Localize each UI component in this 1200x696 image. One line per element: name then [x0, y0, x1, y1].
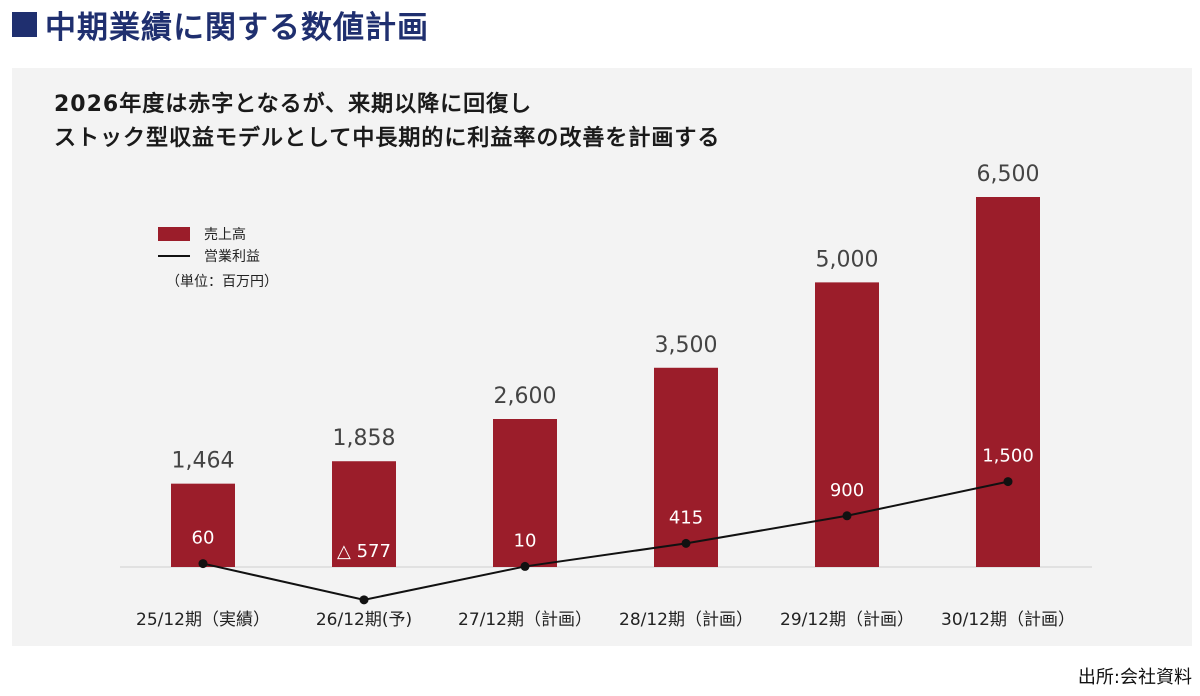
profit-point [681, 538, 691, 548]
bar-sales [976, 197, 1040, 567]
profit-point [842, 511, 852, 521]
legend-label-sales: 売上高 [204, 227, 246, 243]
chart-plot: 1,464 25/12期（実績） 1,858 26/12期(予) 2,600 27/12期… [120, 162, 1092, 630]
chart-title: 2026年度は赤字となるが、来期以降に回復し ストック型収益モデルとして中長期的… [54, 88, 720, 156]
bar-sales [654, 367, 718, 567]
bar-value-label: 1,464 [172, 449, 235, 474]
bar-sales [815, 282, 879, 567]
bar-sales [332, 461, 396, 567]
profit-value-label: 900 [830, 480, 864, 501]
unit-note: （単位：百万円） [166, 274, 278, 290]
legend-bar-swatch [158, 227, 190, 241]
chart-panel: 2026年度は赤字となるが、来期以降に回復し ストック型収益モデルとして中長期的… [12, 68, 1192, 646]
profit-line [202, 480, 1009, 601]
bar-value-label: 6,500 [977, 162, 1040, 187]
x-tick-label: 27/12期（計画） [458, 610, 592, 630]
bar-value-label: 1,858 [333, 426, 396, 451]
profit-point [1003, 477, 1013, 487]
legend-item-sales: 売上高 [158, 223, 278, 245]
profit-point [198, 559, 208, 569]
x-tick-label: 28/12期（計画） [619, 610, 753, 630]
legend-item-profit: 営業利益 [158, 245, 278, 267]
profit-value-label: △ 577 [337, 541, 391, 562]
source-note: 出所:会社資料 [1077, 667, 1192, 688]
profit-value-label: 415 [669, 507, 703, 528]
bar-sales [493, 419, 557, 567]
x-tick-label: 30/12期（計画） [941, 610, 1075, 630]
profit-point [520, 561, 530, 571]
profit-value-label: 1,500 [982, 446, 1034, 467]
x-tick-label: 25/12期（実績） [136, 610, 270, 630]
chart-title-line-2: ストック型収益モデルとして中長期的に利益率の改善を計画する [54, 126, 721, 151]
bar-value-label: 3,500 [655, 333, 718, 358]
x-tick-label: 26/12期(予) [316, 610, 412, 630]
bar-value-label: 2,600 [494, 384, 557, 409]
page-heading-text: 中期業績に関する数値計画 [45, 9, 429, 46]
profit-value-label: 10 [514, 530, 537, 551]
page-heading: 中期業績に関する数値計画 [12, 2, 429, 46]
profit-value-label: 60 [192, 528, 215, 549]
legend-line-swatch [158, 255, 190, 257]
bar-sales [171, 483, 235, 567]
x-tick-label: 29/12期（計画） [780, 610, 914, 630]
bar-value-label: 5,000 [816, 247, 879, 272]
chart-title-line-1: 2026年度は赤字となるが、来期以降に回復し [54, 92, 533, 117]
profit-point [359, 595, 369, 605]
heading-square-icon [12, 11, 37, 37]
legend-label-profit: 営業利益 [204, 249, 260, 265]
legend: 売上高 営業利益 （単位：百万円） [158, 223, 278, 291]
